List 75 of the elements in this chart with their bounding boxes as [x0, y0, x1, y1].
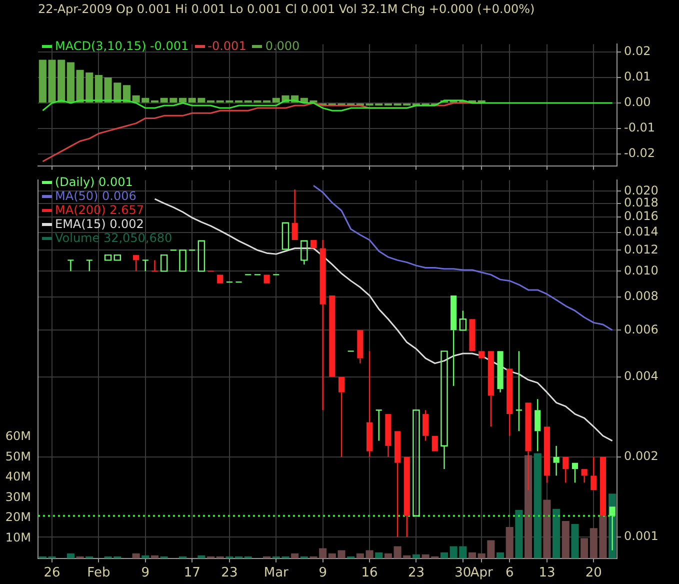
x-tick-label: 16	[361, 566, 378, 581]
candlestick	[506, 368, 513, 436]
bar	[178, 98, 187, 102]
candlestick	[534, 398, 541, 452]
y2-tick-label: 60M	[5, 429, 31, 444]
x-tick-label: Feb	[87, 566, 110, 581]
y2-tick-label: 40M	[5, 470, 31, 484]
legend-label: MACD(3,10,15) -0.001	[55, 39, 189, 53]
y-tick-label: -0.01	[624, 120, 656, 135]
y-tick-label: 0.018	[624, 195, 658, 210]
y2-tick-label: 30M	[5, 490, 31, 504]
y-tick-label: 0.020	[624, 183, 658, 198]
y-tick-label: -0.02	[624, 146, 656, 160]
candlestick	[450, 296, 457, 387]
candlestick	[581, 469, 588, 484]
y-tick-label: 0.006	[624, 322, 658, 336]
candlestick	[67, 260, 74, 272]
candlestick	[338, 376, 345, 458]
x-tick-label: Mar	[264, 566, 290, 581]
candlestick	[151, 260, 158, 272]
x-tick-label: 9	[318, 566, 327, 581]
x-tick-label: Apr	[470, 566, 494, 581]
x-tick-label: 6	[505, 566, 514, 581]
candlestick	[553, 445, 560, 476]
candlestick	[300, 240, 308, 266]
candlestick	[375, 410, 382, 442]
y-tick-label: 0.002	[624, 449, 658, 464]
legend-label: MA(50) 0.006	[55, 189, 136, 203]
x-tick-label: 23	[408, 566, 424, 581]
y2-tick-label: 20M	[5, 510, 31, 524]
candlestick	[562, 456, 569, 484]
candlestick	[590, 456, 597, 490]
y-tick-label: 0.012	[624, 242, 658, 256]
bar	[384, 103, 392, 106]
y-tick-label: 0.016	[624, 209, 658, 224]
bar	[94, 74, 102, 102]
y-tick-label: 0.001	[624, 529, 658, 544]
candlestick	[142, 260, 150, 272]
x-tick-label: 20	[585, 566, 602, 581]
candlestick	[572, 462, 578, 484]
x-tick-label: 26	[44, 566, 60, 581]
legend-label: 0.000	[265, 39, 300, 53]
y-tick-label: 0.004	[624, 369, 658, 384]
legend-label: MA(200) 2.657	[55, 203, 144, 217]
x-tick-label: 17	[184, 566, 200, 581]
candlestick	[366, 350, 373, 458]
x-tick-label: 23	[221, 566, 238, 581]
candlestick	[292, 188, 298, 240]
x-tick-label: 13	[538, 566, 556, 581]
candlestick	[86, 260, 93, 272]
bar	[66, 62, 74, 102]
legend-label: Volume 32,050,680	[55, 231, 172, 245]
y-tick-label: 0.01	[624, 70, 651, 84]
legend-label: EMA(15) 0.002	[55, 217, 144, 231]
x-tick-label: 9	[141, 566, 150, 581]
candlestick	[515, 350, 523, 432]
candlestick	[440, 350, 448, 470]
candlestick	[357, 330, 364, 364]
bar	[122, 85, 130, 102]
y-tick-label: 0.02	[624, 44, 651, 58]
x-tick-label: 30	[454, 566, 472, 581]
y-tick-label: 0.014	[624, 224, 658, 238]
candlestick	[404, 456, 410, 538]
candlestick	[394, 431, 401, 538]
legend-label: -0.001	[208, 39, 246, 53]
legend-label: (Daily) 0.001	[55, 175, 133, 189]
chart-subtitle: 22-Apr-2009 Op 0.001 Hi 0.001 Lo 0.001 Cl 0.001 Vol 32.1M Chg +0.000 (+0.00%)	[38, 2, 535, 16]
y2-tick-label: 50M	[5, 449, 31, 464]
candlestick	[488, 351, 494, 428]
y-tick-label: 0.010	[624, 263, 658, 278]
candlestick	[497, 351, 504, 393]
y-tick-label: 0.008	[624, 289, 658, 304]
candlestick	[133, 255, 140, 272]
y-tick-label: 0.00	[624, 95, 651, 110]
y2-tick-label: 10M	[5, 530, 31, 544]
